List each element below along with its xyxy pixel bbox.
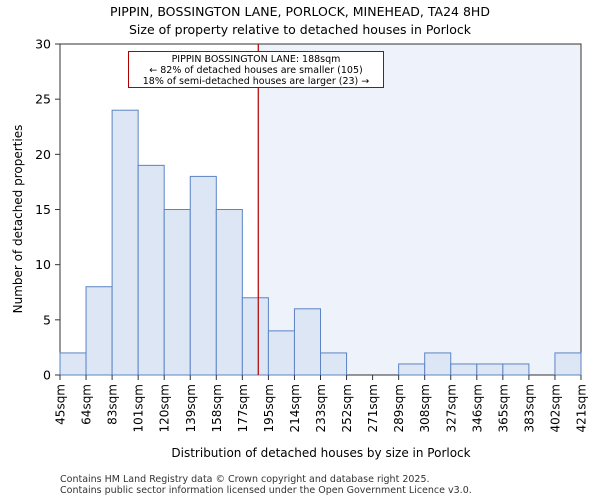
x-tick-label-421sqm: 421sqm (575, 384, 589, 432)
x-tick-label-365sqm: 365sqm (496, 384, 510, 432)
y-tick-label-15: 15 (35, 202, 51, 217)
marker-annotation: PIPPIN BOSSINGTON LANE: 188sqm ← 82% of … (128, 51, 384, 88)
x-tick-label-158sqm: 158sqm (210, 384, 224, 432)
y-tick-label-10: 10 (35, 257, 51, 272)
bar-346sqm (476, 363, 504, 376)
bar-327sqm (450, 363, 478, 376)
x-tick-label-402sqm: 402sqm (548, 384, 562, 432)
annotation-line-3: 18% of semi-detached houses are larger (… (142, 76, 370, 87)
x-axis-label: Distribution of detached houses by size … (171, 446, 471, 460)
y-tick-label-5: 5 (43, 312, 51, 327)
chart-subtitle: Size of property relative to detached ho… (128, 22, 472, 37)
y-axis-label: Number of detached properties (11, 124, 25, 314)
annotation-line-2: ← 82% of detached houses are smaller (10… (149, 65, 363, 76)
bar-308sqm (424, 352, 452, 376)
y-tick-label-20: 20 (35, 147, 51, 162)
footer-line-2: Contains public sector information licen… (60, 485, 472, 496)
x-tick-label-233sqm: 233sqm (314, 384, 328, 432)
bar-158sqm (215, 209, 243, 376)
x-tick-label-271sqm: 271sqm (366, 384, 380, 432)
x-tick-label-327sqm: 327sqm (444, 384, 458, 432)
y-tick-label-0: 0 (43, 368, 51, 383)
x-tick-label-120sqm: 120sqm (158, 384, 172, 432)
x-tick-label-252sqm: 252sqm (340, 384, 354, 432)
y-tick-label-30: 30 (35, 37, 51, 52)
x-tick-label-139sqm: 139sqm (184, 384, 198, 432)
x-tick-label-289sqm: 289sqm (392, 384, 406, 432)
bar-45sqm (59, 352, 87, 376)
x-tick-label-195sqm: 195sqm (262, 384, 276, 432)
bar-214sqm (293, 308, 322, 376)
chart-title: PIPPIN, BOSSINGTON LANE, PORLOCK, MINEHE… (110, 4, 490, 19)
x-tick-label-177sqm: 177sqm (236, 384, 250, 432)
x-tick-label-101sqm: 101sqm (132, 384, 146, 432)
bar-177sqm (241, 297, 269, 376)
x-tick-label-308sqm: 308sqm (418, 384, 432, 432)
bar-233sqm (320, 352, 348, 376)
bar-120sqm (163, 209, 191, 376)
bar-64sqm (85, 286, 113, 376)
bar-402sqm (554, 352, 582, 376)
x-tick-label-64sqm: 64sqm (80, 384, 94, 425)
x-tick-label-214sqm: 214sqm (288, 384, 302, 432)
bar-83sqm (111, 109, 139, 376)
annotation-line-1: PIPPIN BOSSINGTON LANE: 188sqm (171, 54, 341, 65)
bar-365sqm (502, 363, 530, 376)
x-tick-label-83sqm: 83sqm (106, 384, 120, 425)
x-tick-label-383sqm: 383sqm (522, 384, 536, 432)
x-tick-label-346sqm: 346sqm (470, 384, 484, 432)
bar-289sqm (398, 363, 426, 376)
x-tick-label-45sqm: 45sqm (54, 384, 68, 425)
footer-line-1: Contains HM Land Registry data © Crown c… (60, 474, 430, 485)
bar-139sqm (189, 175, 217, 376)
y-tick-label-25: 25 (35, 92, 51, 107)
bar-195sqm (267, 330, 295, 376)
bar-101sqm (137, 164, 165, 376)
